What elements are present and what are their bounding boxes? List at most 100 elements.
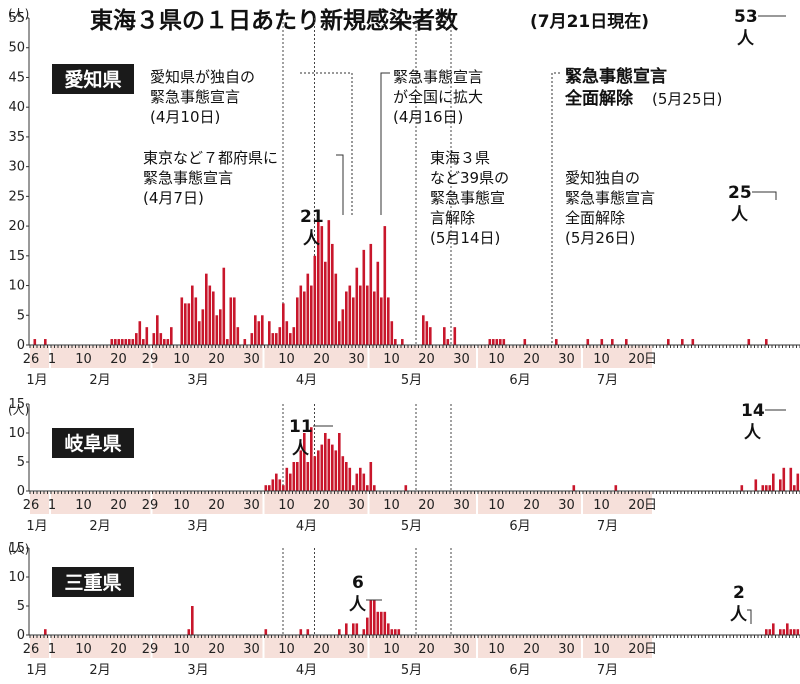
data-bar bbox=[282, 303, 285, 345]
x-tick-label: 10 bbox=[383, 642, 400, 657]
annotation-line: が全国に拡大 bbox=[393, 88, 483, 106]
callout-number: 25 bbox=[728, 183, 752, 203]
data-bar bbox=[691, 339, 695, 345]
x-tick-label: 10 bbox=[488, 642, 505, 657]
month-label: 3月 bbox=[187, 373, 208, 388]
data-bar bbox=[383, 611, 387, 635]
callout-gifu-11: 11 人 bbox=[289, 417, 333, 459]
callout-number: 14 bbox=[741, 401, 765, 421]
y-tick-label: 40 bbox=[8, 100, 25, 115]
data-bar bbox=[523, 339, 527, 345]
data-bar bbox=[495, 339, 499, 345]
x-tick-label: 10 bbox=[383, 498, 400, 513]
month-label: 7月 bbox=[597, 519, 618, 534]
x-tick-label: 20 bbox=[313, 352, 330, 367]
data-bar bbox=[390, 321, 394, 345]
data-bar bbox=[219, 309, 222, 345]
data-bar bbox=[117, 339, 121, 345]
x-tick-label: 29 bbox=[142, 498, 159, 513]
data-bar bbox=[121, 339, 124, 345]
data-bar bbox=[796, 473, 800, 491]
annotation-leader bbox=[336, 154, 344, 215]
data-bar bbox=[366, 617, 369, 635]
callout-aichi-25: 25 人 bbox=[728, 183, 777, 225]
month-label: 6月 bbox=[509, 373, 530, 388]
data-bar bbox=[793, 485, 796, 491]
x-tick-label: 26 bbox=[23, 498, 40, 513]
data-bar bbox=[359, 285, 362, 345]
data-bar bbox=[373, 485, 376, 491]
month-label: 1月 bbox=[26, 663, 47, 678]
month-band bbox=[263, 346, 369, 368]
x-tick-label: 1 bbox=[48, 352, 56, 367]
data-bar bbox=[278, 479, 282, 491]
x-tick-label: 日 bbox=[644, 352, 657, 367]
data-bar bbox=[114, 339, 117, 345]
month-band bbox=[151, 636, 264, 658]
data-bar bbox=[338, 433, 341, 491]
annotation-line: など39県の bbox=[430, 169, 509, 187]
data-bar bbox=[352, 297, 355, 345]
callout-unit: 人 bbox=[731, 205, 749, 225]
data-bar bbox=[768, 485, 772, 491]
annotation-line: 緊急事態宣言 bbox=[565, 66, 667, 87]
month-band bbox=[582, 492, 652, 514]
month-band bbox=[263, 492, 369, 514]
data-bar bbox=[390, 629, 394, 635]
data-bar bbox=[201, 309, 205, 345]
x-tick-label: 10 bbox=[593, 352, 610, 367]
data-bar bbox=[212, 291, 215, 345]
data-bar bbox=[387, 623, 390, 635]
month-band bbox=[50, 346, 152, 368]
data-bar bbox=[187, 629, 191, 635]
data-bar bbox=[380, 611, 383, 635]
data-bar bbox=[271, 479, 275, 491]
month-band bbox=[29, 636, 50, 658]
data-bar bbox=[394, 629, 397, 635]
y-tick-label: 0 bbox=[17, 484, 25, 499]
x-tick-label: 20 bbox=[523, 352, 540, 367]
data-bar bbox=[268, 321, 271, 345]
x-tick-label: 20 bbox=[418, 498, 435, 513]
y-tick-label: 15 bbox=[8, 541, 25, 556]
data-bar bbox=[341, 456, 345, 491]
month-band bbox=[29, 346, 50, 368]
y-tick-label: 20 bbox=[8, 219, 25, 234]
y-tick-label: 15 bbox=[8, 249, 25, 264]
annotation-line: 東京など７都府県に bbox=[143, 149, 278, 167]
data-bar bbox=[387, 297, 390, 345]
data-bar bbox=[355, 267, 359, 345]
data-bar bbox=[289, 473, 292, 491]
month-band bbox=[151, 492, 264, 514]
callout-number: 53 bbox=[734, 7, 758, 27]
x-tick-label: 20 bbox=[418, 642, 435, 657]
callout-unit: 人 bbox=[744, 423, 762, 443]
data-bar bbox=[285, 321, 289, 345]
x-tick-label: 30 bbox=[348, 642, 365, 657]
x-tick-label: 29 bbox=[142, 352, 159, 367]
data-bar bbox=[261, 315, 264, 345]
pref-label-bg-aichi bbox=[52, 64, 134, 94]
data-bar bbox=[275, 473, 278, 491]
annotation-line: (5月26日) bbox=[565, 229, 635, 247]
data-bar bbox=[786, 623, 789, 635]
data-bar bbox=[233, 297, 236, 345]
data-bar bbox=[369, 243, 373, 345]
x-tick-label: 20 bbox=[110, 498, 127, 513]
data-bar bbox=[611, 339, 614, 345]
data-bar bbox=[250, 333, 254, 345]
data-bar bbox=[303, 291, 306, 345]
data-bar bbox=[236, 327, 240, 345]
month-band bbox=[477, 636, 582, 658]
x-tick-label: 20 bbox=[628, 352, 645, 367]
x-tick-label: 20 bbox=[523, 642, 540, 657]
x-tick-label: 30 bbox=[558, 352, 575, 367]
x-tick-label: 10 bbox=[593, 498, 610, 513]
data-bar bbox=[754, 479, 758, 491]
data-bar bbox=[338, 321, 341, 345]
annotation-line: (4月16日) bbox=[393, 108, 463, 126]
data-bar bbox=[359, 467, 362, 491]
x-tick-label: 20 bbox=[208, 498, 225, 513]
data-bar bbox=[362, 473, 366, 491]
